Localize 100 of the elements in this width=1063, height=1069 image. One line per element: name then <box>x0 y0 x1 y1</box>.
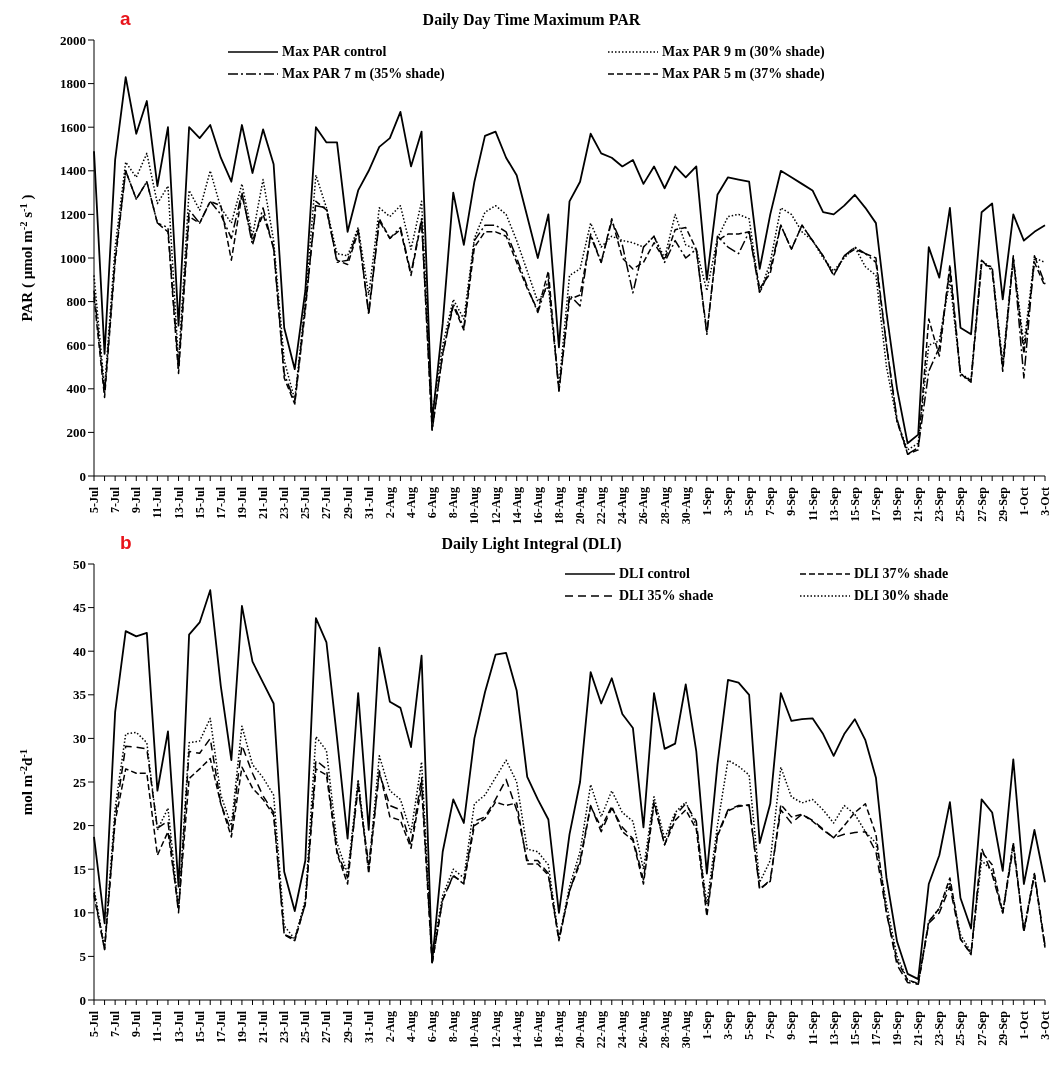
x-tick-label: 9-Sep <box>784 1010 799 1040</box>
y-tick-label: 10 <box>73 905 86 921</box>
x-tick-label: 14-Aug <box>509 487 524 525</box>
x-tick-label: 5-Sep <box>742 486 757 516</box>
chart-title: Daily Day Time Maximum PAR <box>422 11 641 28</box>
x-tick-label: 9-Jul <box>129 486 144 514</box>
x-tick-label: 29-Sep <box>995 1010 1010 1046</box>
x-tick-label: 15-Jul <box>192 1010 207 1044</box>
x-tick-label: 25-Sep <box>953 486 968 522</box>
x-tick-label: 21-Sep <box>911 486 926 522</box>
y-tick-label: 40 <box>73 643 86 659</box>
x-tick-label: 9-Jul <box>129 1010 144 1038</box>
y-tick-label: 0 <box>79 992 86 1008</box>
y-tick-label: 600 <box>66 337 86 353</box>
x-tick-label: 11-Sep <box>805 486 820 522</box>
x-tick-label: 17-Sep <box>868 1010 883 1046</box>
x-tick-label: 24-Aug <box>615 487 630 525</box>
x-tick-label: 6-Aug <box>425 487 440 519</box>
x-tick-label: 16-Aug <box>530 487 545 525</box>
x-tick-label: 19-Jul <box>234 486 249 520</box>
x-tick-label: 5-Jul <box>87 486 101 514</box>
x-tick-label: 27-Jul <box>319 486 334 520</box>
x-tick-label: 7-Sep <box>763 1010 778 1040</box>
x-tick-label: 21-Sep <box>911 1010 926 1046</box>
y-tick-label: 800 <box>66 294 86 310</box>
x-tick-label: 21-Jul <box>256 1010 271 1044</box>
x-tick-label: 25-Jul <box>298 486 313 520</box>
y-tick-label: 0 <box>79 468 86 484</box>
x-tick-label: 25-Jul <box>298 1010 313 1044</box>
x-tick-label: 17-Sep <box>868 486 883 522</box>
x-tick-label: 10-Aug <box>467 1011 482 1049</box>
y-tick-label: 1400 <box>60 163 86 179</box>
x-tick-label: 1-Oct <box>1016 1011 1031 1040</box>
x-tick-label: 23-Jul <box>277 486 292 520</box>
chart-title: Daily Light Integral (DLI) <box>441 535 622 552</box>
x-tick-label: 11-Sep <box>805 1010 820 1046</box>
y-tick-label: 25 <box>73 774 87 790</box>
x-tick-label: 19-Sep <box>890 486 905 522</box>
y-tick-label: 50 <box>73 556 86 572</box>
x-tick-label: 21-Jul <box>256 486 271 520</box>
x-tick-label: 3-Oct <box>1038 1011 1052 1040</box>
x-tick-label: 12-Aug <box>488 487 503 525</box>
text: a <box>120 8 131 30</box>
legend-label: DLI 30% shade <box>854 588 949 604</box>
x-tick-label: 22-Aug <box>594 487 609 525</box>
x-tick-label: 27-Sep <box>974 1010 989 1046</box>
x-tick-label: 28-Aug <box>657 1011 672 1049</box>
x-tick-label: 25-Sep <box>953 1010 968 1046</box>
y-tick-label: 1800 <box>60 76 86 92</box>
y-tick-label: 1000 <box>60 250 86 266</box>
x-tick-label: 30-Aug <box>678 487 693 525</box>
y-tick-label: 35 <box>73 687 87 703</box>
x-tick-label: 6-Aug <box>425 1011 440 1043</box>
legend-label: Max PAR 5 m (37% shade) <box>662 66 825 82</box>
x-tick-label: 4-Aug <box>404 1011 418 1043</box>
x-tick-label: 16-Aug <box>530 1011 545 1049</box>
x-tick-label: 7-Jul <box>108 486 123 514</box>
x-tick-label: 29-Sep <box>995 486 1010 522</box>
x-tick-label: 22-Aug <box>594 1011 609 1049</box>
y-tick-label: 45 <box>73 600 87 616</box>
legend-label: DLI control <box>619 566 690 582</box>
x-tick-label: 9-Sep <box>784 486 799 516</box>
x-tick-label: 8-Aug <box>446 1011 461 1043</box>
y-tick-label: 200 <box>66 425 86 441</box>
x-tick-label: 15-Jul <box>192 486 207 520</box>
text: b <box>120 532 132 554</box>
x-tick-label: 5-Jul <box>87 1010 101 1038</box>
x-tick-label: 31-Jul <box>361 1010 376 1044</box>
x-tick-label: 17-Jul <box>213 1010 228 1044</box>
x-tick-label: 4-Aug <box>404 487 418 519</box>
x-tick-label: 19-Jul <box>234 1010 249 1044</box>
y-tick-label: 15 <box>73 861 87 877</box>
x-tick-label: 14-Aug <box>509 1011 524 1049</box>
y-tick-label: 20 <box>73 818 86 834</box>
x-tick-label: 12-Aug <box>488 1011 503 1049</box>
x-tick-label: 29-Jul <box>340 486 355 520</box>
x-tick-label: 17-Jul <box>213 486 228 520</box>
y-tick-label: 5 <box>79 949 87 965</box>
x-tick-label: 20-Aug <box>573 487 588 525</box>
y-tick-label: 30 <box>73 731 86 747</box>
x-tick-label: 19-Sep <box>890 1010 905 1046</box>
legend-label: Max PAR 9 m (30% shade) <box>662 44 825 60</box>
x-tick-label: 27-Sep <box>974 486 989 522</box>
x-tick-label: 28-Aug <box>657 487 672 525</box>
legend-label: DLI 35% shade <box>619 588 714 604</box>
x-tick-label: 5-Sep <box>742 1010 757 1040</box>
y-tick-label: 1200 <box>60 207 86 223</box>
y-tick-label: 1600 <box>60 119 86 135</box>
x-tick-label: 23-Jul <box>277 1010 292 1044</box>
x-tick-label: 11-Jul <box>150 1010 165 1043</box>
legend-label: Max PAR 7 m (35% shade) <box>282 66 445 82</box>
x-tick-label: 30-Aug <box>678 1011 693 1049</box>
x-tick-label: 13-Sep <box>826 1010 841 1046</box>
x-tick-label: 13-Jul <box>171 1010 186 1044</box>
x-tick-label: 7-Sep <box>763 486 778 516</box>
x-tick-label: 1-Sep <box>699 1010 714 1040</box>
x-tick-label: 20-Aug <box>573 1011 588 1049</box>
x-tick-label: 3-Oct <box>1038 487 1052 516</box>
x-tick-label: 24-Aug <box>615 1011 630 1049</box>
legend-label: DLI 37% shade <box>854 566 949 582</box>
